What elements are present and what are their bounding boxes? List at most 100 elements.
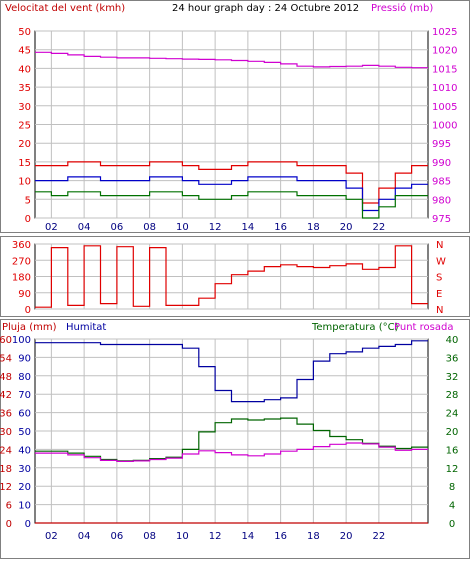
- y-tick-label-humidity: 40: [18, 445, 31, 456]
- series-line-temperature: [35, 417, 428, 462]
- y-tick-label-compass: W: [436, 256, 446, 267]
- series-line-pressure: [35, 51, 428, 69]
- series-line-wind_gust: [35, 161, 428, 204]
- y-tick-label-direction: 90: [18, 289, 31, 300]
- y-tick-label-humidity: 0: [25, 519, 31, 530]
- x-tick-label: 14: [242, 531, 255, 542]
- y-tick-label-humidity: 30: [18, 464, 31, 475]
- y-tick-label-pressure: 1010: [432, 83, 457, 94]
- y-tick-label-pressure: 1020: [432, 46, 457, 57]
- x-tick-label: 06: [111, 531, 124, 542]
- series-line-wind_avg: [35, 176, 428, 212]
- y-tick-label-rain: 18: [0, 464, 12, 475]
- plot-wind-direction: 0 N 90 E 180 S 270 W 360 N: [12, 240, 446, 316]
- y-tick-label-rain: 12: [0, 482, 12, 493]
- y-tick-label-wind: 50: [18, 27, 31, 38]
- y-tick-label-rain: 54: [0, 353, 12, 364]
- x-tick-label: 16: [274, 222, 287, 233]
- y-tick-label-humidity: 70: [18, 390, 31, 401]
- series-line-wind_min: [35, 191, 428, 219]
- y-tick-label-rain: 30: [0, 427, 12, 438]
- y-tick-label-humidity: 90: [18, 353, 31, 364]
- y-tick-label-compass: S: [436, 273, 442, 284]
- y-tick-label-humidity: 60: [18, 409, 31, 420]
- series-line-humidity: [35, 340, 428, 403]
- x-tick-label: 22: [373, 531, 386, 542]
- y-tick-label-pressure: 995: [432, 139, 451, 150]
- x-tick-label: 12: [209, 222, 222, 233]
- humidity-label: Humitat: [66, 322, 106, 333]
- y-tick-label-temperature: 24: [446, 409, 459, 420]
- y-tick-label-rain: 0: [6, 519, 12, 530]
- y-tick-label-compass: E: [436, 289, 442, 300]
- pressure-label: Pressió (mb): [371, 2, 433, 14]
- x-tick-label: 22: [373, 222, 386, 233]
- y-tick-label-temperature: 20: [446, 427, 459, 438]
- y-tick-label-wind: 10: [18, 177, 31, 188]
- x-tick-label: 20: [340, 222, 353, 233]
- y-tick-label-pressure: 980: [432, 195, 451, 206]
- x-tick-label: 18: [307, 222, 320, 233]
- x-tick-label: 02: [45, 222, 58, 233]
- x-tick-label: 08: [143, 222, 156, 233]
- y-tick-label-pressure: 975: [432, 214, 451, 225]
- y-tick-label-wind: 20: [18, 139, 31, 150]
- plot-wind-pressure: 0510152025303540455097598098599099510001…: [18, 27, 457, 233]
- y-tick-label-temperature: 4: [449, 501, 455, 512]
- y-tick-label-rain: 24: [0, 445, 12, 456]
- x-tick-label: 16: [274, 531, 287, 542]
- y-tick-label-humidity: 50: [18, 427, 31, 438]
- y-tick-label-direction: 0: [25, 305, 31, 316]
- y-tick-label-pressure: 1000: [432, 121, 457, 132]
- rain-label: Pluja (mm): [2, 322, 57, 333]
- x-tick-label: 14: [242, 222, 255, 233]
- y-tick-label-compass: N: [436, 305, 443, 316]
- y-tick-label-humidity: 10: [18, 501, 31, 512]
- x-tick-label: 02: [45, 531, 58, 542]
- x-tick-label: 12: [209, 531, 222, 542]
- y-tick-label-humidity: 80: [18, 372, 31, 383]
- y-tick-label-wind: 0: [25, 214, 31, 225]
- y-tick-label-temperature: 36: [446, 353, 459, 364]
- x-tick-label: 20: [340, 531, 353, 542]
- y-tick-label-temperature: 12: [446, 464, 459, 475]
- y-tick-label-pressure: 1005: [432, 102, 457, 113]
- y-tick-label-temperature: 32: [446, 372, 459, 383]
- y-tick-label-rain: 36: [0, 409, 12, 420]
- y-tick-label-wind: 5: [25, 195, 31, 206]
- y-tick-label-temperature: 0: [449, 519, 455, 530]
- y-tick-label-rain: 6: [6, 501, 12, 512]
- y-tick-label-rain: 48: [0, 372, 12, 383]
- y-tick-label-temperature: 16: [446, 445, 459, 456]
- y-tick-label-wind: 15: [18, 158, 31, 169]
- y-tick-label-wind: 40: [18, 64, 31, 75]
- y-tick-label-humidity: 100: [12, 335, 31, 346]
- temperature-label: Temperatura (°C): [311, 322, 399, 333]
- y-tick-label-temperature: 28: [446, 390, 459, 401]
- y-tick-label-rain: 42: [0, 390, 12, 401]
- y-tick-label-direction: 180: [12, 273, 31, 284]
- y-tick-label-humidity: 20: [18, 482, 31, 493]
- x-tick-label: 10: [176, 222, 189, 233]
- dewpoint-label: Punt rosada: [394, 322, 453, 333]
- x-tick-label: 06: [111, 222, 124, 233]
- x-tick-label: 08: [143, 531, 156, 542]
- y-tick-label-temperature: 40: [446, 335, 459, 346]
- x-tick-label: 04: [78, 531, 91, 542]
- y-tick-label-rain: 60: [0, 335, 12, 346]
- chart-title: 24 hour graph day : 24 Octubre 2012: [172, 3, 359, 14]
- series-line-dewpoint: [35, 442, 428, 462]
- x-tick-label: 10: [176, 531, 189, 542]
- y-tick-label-temperature: 8: [449, 482, 455, 493]
- y-tick-label-pressure: 990: [432, 158, 451, 169]
- y-tick-label-pressure: 1025: [432, 27, 457, 38]
- y-tick-label-wind: 35: [18, 83, 31, 94]
- x-tick-label: 04: [78, 222, 91, 233]
- x-tick-label: 18: [307, 531, 320, 542]
- series-line-direction: [35, 245, 428, 308]
- y-tick-label-wind: 30: [18, 102, 31, 113]
- y-tick-label-compass: N: [436, 240, 443, 251]
- y-tick-label-direction: 270: [12, 256, 31, 267]
